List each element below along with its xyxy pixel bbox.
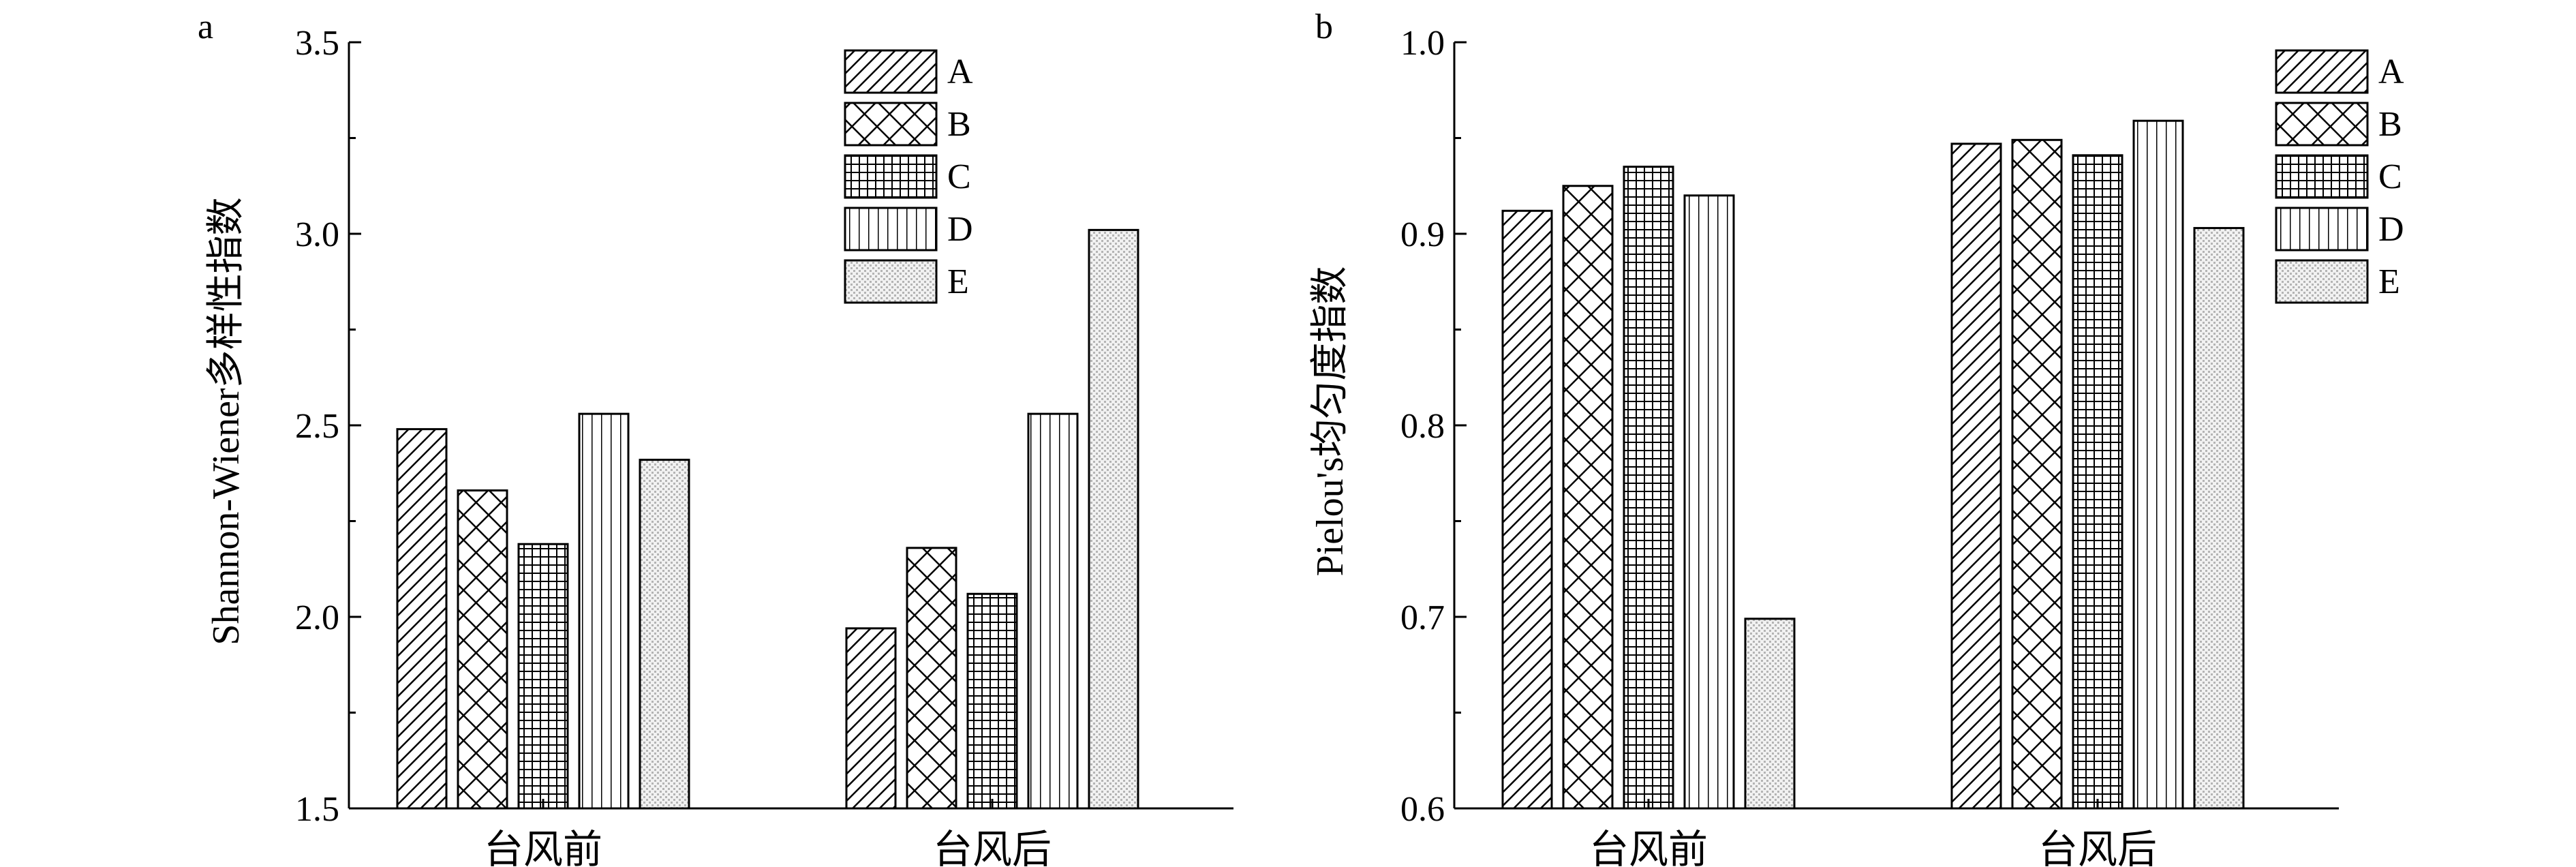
chart-panel-a: a Shannon-Wiener多样性指数 1.5 2.0 2.5 3.0 3.5 台风前… — [198, 7, 1233, 867]
y-tick-label: 1.5 — [295, 790, 339, 829]
legend-swatch-C — [844, 154, 938, 199]
bar-B-after — [2011, 138, 2063, 810]
y-tick-label: 1.0 — [1400, 24, 1445, 63]
y-tick-label: 2.5 — [295, 407, 339, 446]
bar-D-after — [1027, 412, 1079, 810]
x-tick-label: 台风后 — [2038, 827, 2157, 867]
y-axis-label-b: Pielou's均匀度指数 — [1309, 267, 1351, 577]
bar-A-before — [396, 428, 448, 810]
bar-C-after — [966, 592, 1018, 810]
y-tick-label: 0.9 — [1400, 215, 1445, 254]
legend-swatch-A — [2275, 49, 2369, 94]
legend-label-A: A — [2378, 52, 2404, 91]
y-tick-label: 3.0 — [295, 215, 339, 254]
bar-E-before — [1744, 618, 1796, 810]
legend-swatch-E — [2275, 259, 2369, 304]
bar-B-after — [906, 547, 957, 810]
bar-A-after — [845, 627, 897, 810]
bar-D-before — [578, 412, 630, 810]
bar-A-after — [1950, 142, 2002, 810]
legend-swatch-A — [844, 49, 938, 94]
bar-C-before — [1623, 166, 1674, 810]
bar-D-before — [1683, 194, 1735, 810]
legend-swatch-D — [844, 207, 938, 252]
bar-C-after — [2072, 154, 2123, 810]
legend-label-B: B — [2378, 105, 2402, 144]
legend-label-A: A — [947, 52, 973, 91]
legend-swatch-E — [844, 259, 938, 304]
legend-label-E: E — [2378, 262, 2400, 301]
legend-label-D: D — [2378, 210, 2404, 249]
y-tick-label: 0.6 — [1400, 790, 1445, 829]
x-tick-label: 台风前 — [1589, 827, 1708, 867]
bar-E-after — [1088, 228, 1139, 810]
legend-swatch-D — [2275, 207, 2369, 252]
legend-swatch-B — [844, 102, 938, 147]
chart-panel-b: b Pielou's均匀度指数 0.6 0.7 0.8 0.9 1.0 台风前 台风后 ABC… — [1309, 7, 2404, 867]
x-tick-label: 台风前 — [484, 827, 602, 867]
legend-label-E: E — [947, 262, 969, 301]
y-tick-label: 0.8 — [1400, 407, 1445, 446]
bar-E-after — [2193, 227, 2245, 810]
y-tick-label: 2.0 — [295, 598, 339, 637]
legend-label-C: C — [2378, 157, 2402, 196]
bar-D-after — [2132, 119, 2184, 810]
panel-label-b: b — [1315, 7, 1333, 46]
panel-label-a: a — [198, 7, 213, 46]
legend-swatch-B — [2275, 102, 2369, 147]
legend-swatch-C — [2275, 154, 2369, 199]
y-tick-label: 0.7 — [1400, 598, 1445, 637]
bar-B-before — [1562, 185, 1614, 810]
bar-E-before — [639, 459, 690, 810]
y-axis-label-a: Shannon-Wiener多样性指数 — [205, 197, 247, 645]
legend-label-C: C — [947, 157, 971, 196]
legend-label-D: D — [947, 210, 973, 249]
bar-A-before — [1501, 209, 1553, 810]
legend-label-B: B — [947, 105, 971, 144]
x-tick-label: 台风后 — [933, 827, 1052, 867]
y-tick-label: 3.5 — [295, 24, 339, 63]
bar-C-before — [517, 543, 569, 810]
bar-B-before — [457, 489, 508, 810]
